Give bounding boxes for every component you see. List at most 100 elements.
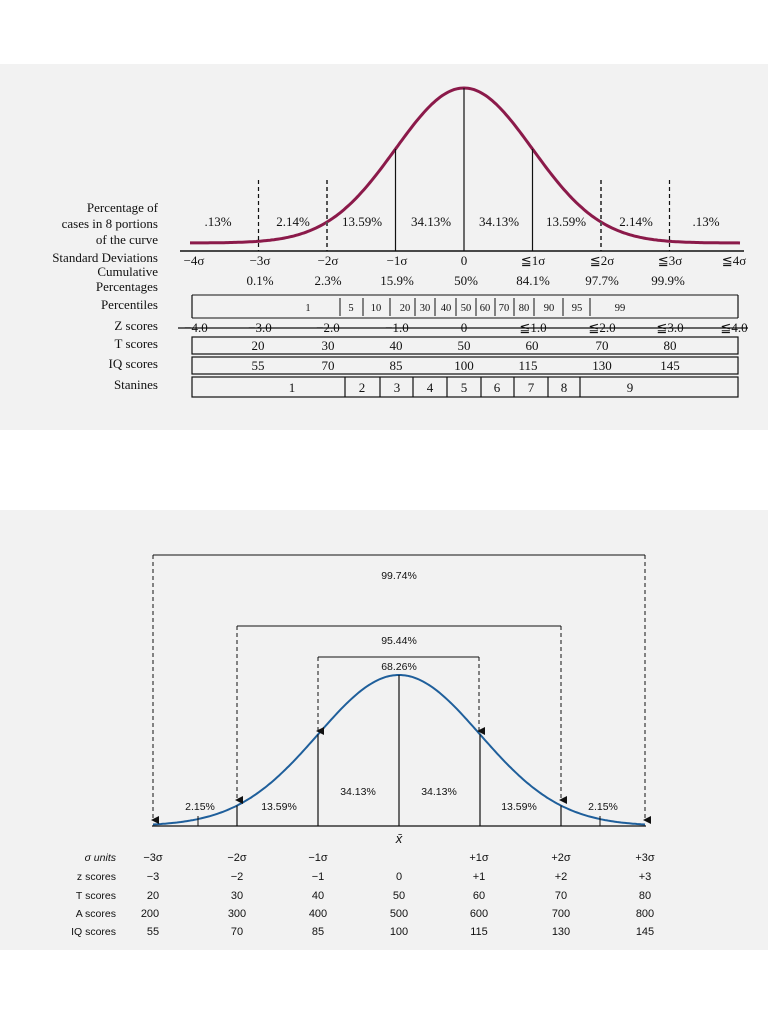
t-bottom-70: 70 — [555, 890, 567, 902]
cumulative-6: 97.7% — [585, 273, 619, 288]
std-dev-labels: −4σ −3σ −2σ −1σ 0 ≦1σ ≦2σ ≦3σ ≦4σ — [184, 253, 747, 268]
row-label-a-scores: A scores — [76, 908, 116, 920]
iq-85: 85 — [390, 358, 403, 373]
area-labels: 2.15% 13.59% 34.13% 34.13% 13.59% 2.15% — [185, 786, 618, 813]
z-bottom-minus-3: −3 — [147, 871, 160, 883]
t-score-30: 30 — [322, 338, 335, 353]
z-bottom-plus-1: +1 — [473, 871, 486, 883]
iq-100: 100 — [454, 358, 474, 373]
iq-70: 70 — [322, 358, 335, 373]
stanine-8: 8 — [561, 380, 568, 395]
row-label-sigma-units: σ units — [85, 852, 117, 864]
iq-bottom-115: 115 — [470, 926, 488, 938]
range-labels: 99.74% 95.44% 68.26% — [381, 570, 417, 673]
percentile-60: 60 — [480, 303, 491, 314]
row-label-stanines: Stanines — [114, 377, 158, 392]
a-700: 700 — [552, 908, 570, 920]
t-score-20: 20 — [252, 338, 265, 353]
a-400: 400 — [309, 908, 327, 920]
std-dev-plus-2: ≦2σ — [590, 253, 614, 268]
sigma-plus-2: +2σ — [551, 852, 571, 864]
stanine-7: 7 — [528, 380, 535, 395]
percentile-1: 1 — [305, 303, 310, 314]
iq-bottom-70: 70 — [231, 926, 243, 938]
t-score-80: 80 — [664, 338, 677, 353]
z-bottom-minus-2: −2 — [231, 871, 244, 883]
a-score-values: 200 300 400 500 600 700 800 — [141, 908, 654, 920]
portion-percent-6: 13.59% — [546, 214, 586, 229]
t-score-70: 70 — [596, 338, 609, 353]
area-2-15-left: 2.15% — [185, 801, 215, 813]
a-300: 300 — [228, 908, 246, 920]
stanine-6: 6 — [494, 380, 501, 395]
iq-145: 145 — [660, 358, 680, 373]
iq-55: 55 — [252, 358, 265, 373]
std-dev-minus-2: −2σ — [318, 253, 339, 268]
area-34-13-right: 34.13% — [421, 786, 457, 798]
a-500: 500 — [390, 908, 408, 920]
t-bottom-60: 60 — [473, 890, 485, 902]
iq-score-values-bottom: 55 70 85 100 115 130 145 — [147, 926, 654, 938]
iq-130: 130 — [592, 358, 612, 373]
sigma-plus-1: +1σ — [469, 852, 489, 864]
row-label-iq-scores: IQ scores — [109, 356, 158, 371]
row-label-z-scores: Z scores — [114, 318, 158, 333]
iq-bottom-55: 55 — [147, 926, 159, 938]
std-dev-minus-3: −3σ — [250, 253, 271, 268]
t-score-50: 50 — [458, 338, 471, 353]
row-label-percentage-1: Percentage of — [87, 200, 159, 215]
cumulative-percentages: 0.1% 2.3% 15.9% 50% 84.1% 97.7% 99.9% — [246, 273, 685, 288]
t-score-values-bottom: 20 30 40 50 60 70 80 — [147, 890, 651, 902]
z-plus-4: ≦4.0 — [720, 320, 747, 335]
portion-percent-8: .13% — [692, 214, 719, 229]
portion-percent-5: 34.13% — [479, 214, 519, 229]
percentile-70: 70 — [499, 303, 510, 314]
normal-curve-scores-panel — [0, 64, 768, 430]
percentile-40: 40 — [441, 303, 452, 314]
area-34-13-left: 34.13% — [340, 786, 376, 798]
row-label-cumulative-1: Cumulative — [97, 264, 158, 279]
row-label-t-scores: T scores — [115, 336, 158, 351]
z-score-values-bottom: −3 −2 −1 0 +1 +2 +3 — [147, 871, 652, 883]
area-13-59-left: 13.59% — [261, 801, 297, 813]
row-label-percentage-2: cases in 8 portions — [62, 216, 158, 231]
row-label-iq-scores-bottom: IQ scores — [71, 926, 116, 938]
percentile-80: 80 — [519, 303, 530, 314]
stanine-1: 1 — [289, 380, 296, 395]
top-diagram: Percentage of cases in 8 portions of the… — [52, 86, 748, 398]
a-600: 600 — [470, 908, 488, 920]
row-label-cumulative-2: Percentages — [96, 279, 158, 294]
bottom-division-lines — [197, 675, 601, 826]
top-division-lines — [257, 88, 671, 251]
t-bottom-40: 40 — [312, 890, 324, 902]
a-800: 800 — [636, 908, 654, 920]
stanine-9: 9 — [627, 380, 634, 395]
row-label-z-scores-bottom: z scores — [77, 871, 116, 883]
bottom-row-labels: σ units z scores T scores A scores IQ sc… — [71, 852, 117, 938]
portion-percent-2: 2.14% — [276, 214, 310, 229]
row-label-percentiles: Percentiles — [101, 297, 158, 312]
t-score-60: 60 — [526, 338, 539, 353]
sigma-plus-3: +3σ — [635, 852, 655, 864]
percentile-90: 90 — [544, 303, 555, 314]
sigma-unit-values: −3σ −2σ −1σ +1σ +2σ +3σ — [143, 852, 655, 864]
stanine-2: 2 — [359, 380, 366, 395]
cumulative-7: 99.9% — [651, 273, 685, 288]
iq-bottom-145: 145 — [636, 926, 654, 938]
stanine-5: 5 — [461, 380, 468, 395]
stanine-values: 1 2 3 4 5 6 7 8 9 — [289, 380, 634, 395]
portion-percent-7: 2.14% — [619, 214, 653, 229]
iq-score-row — [191, 356, 739, 375]
area-13-59-right: 13.59% — [501, 801, 537, 813]
z-minus-1: −1.0 — [385, 320, 409, 335]
range-label-95-44: 95.44% — [381, 635, 417, 647]
row-label-std-dev: Standard Deviations — [52, 250, 158, 265]
percentile-50: 50 — [461, 303, 472, 314]
z-minus-2: −2.0 — [316, 320, 340, 335]
z-zero: 0 — [461, 320, 468, 335]
stanine-4: 4 — [427, 380, 434, 395]
std-dev-plus-3: ≦3σ — [658, 253, 682, 268]
a-200: 200 — [141, 908, 159, 920]
iq-bottom-100: 100 — [390, 926, 408, 938]
